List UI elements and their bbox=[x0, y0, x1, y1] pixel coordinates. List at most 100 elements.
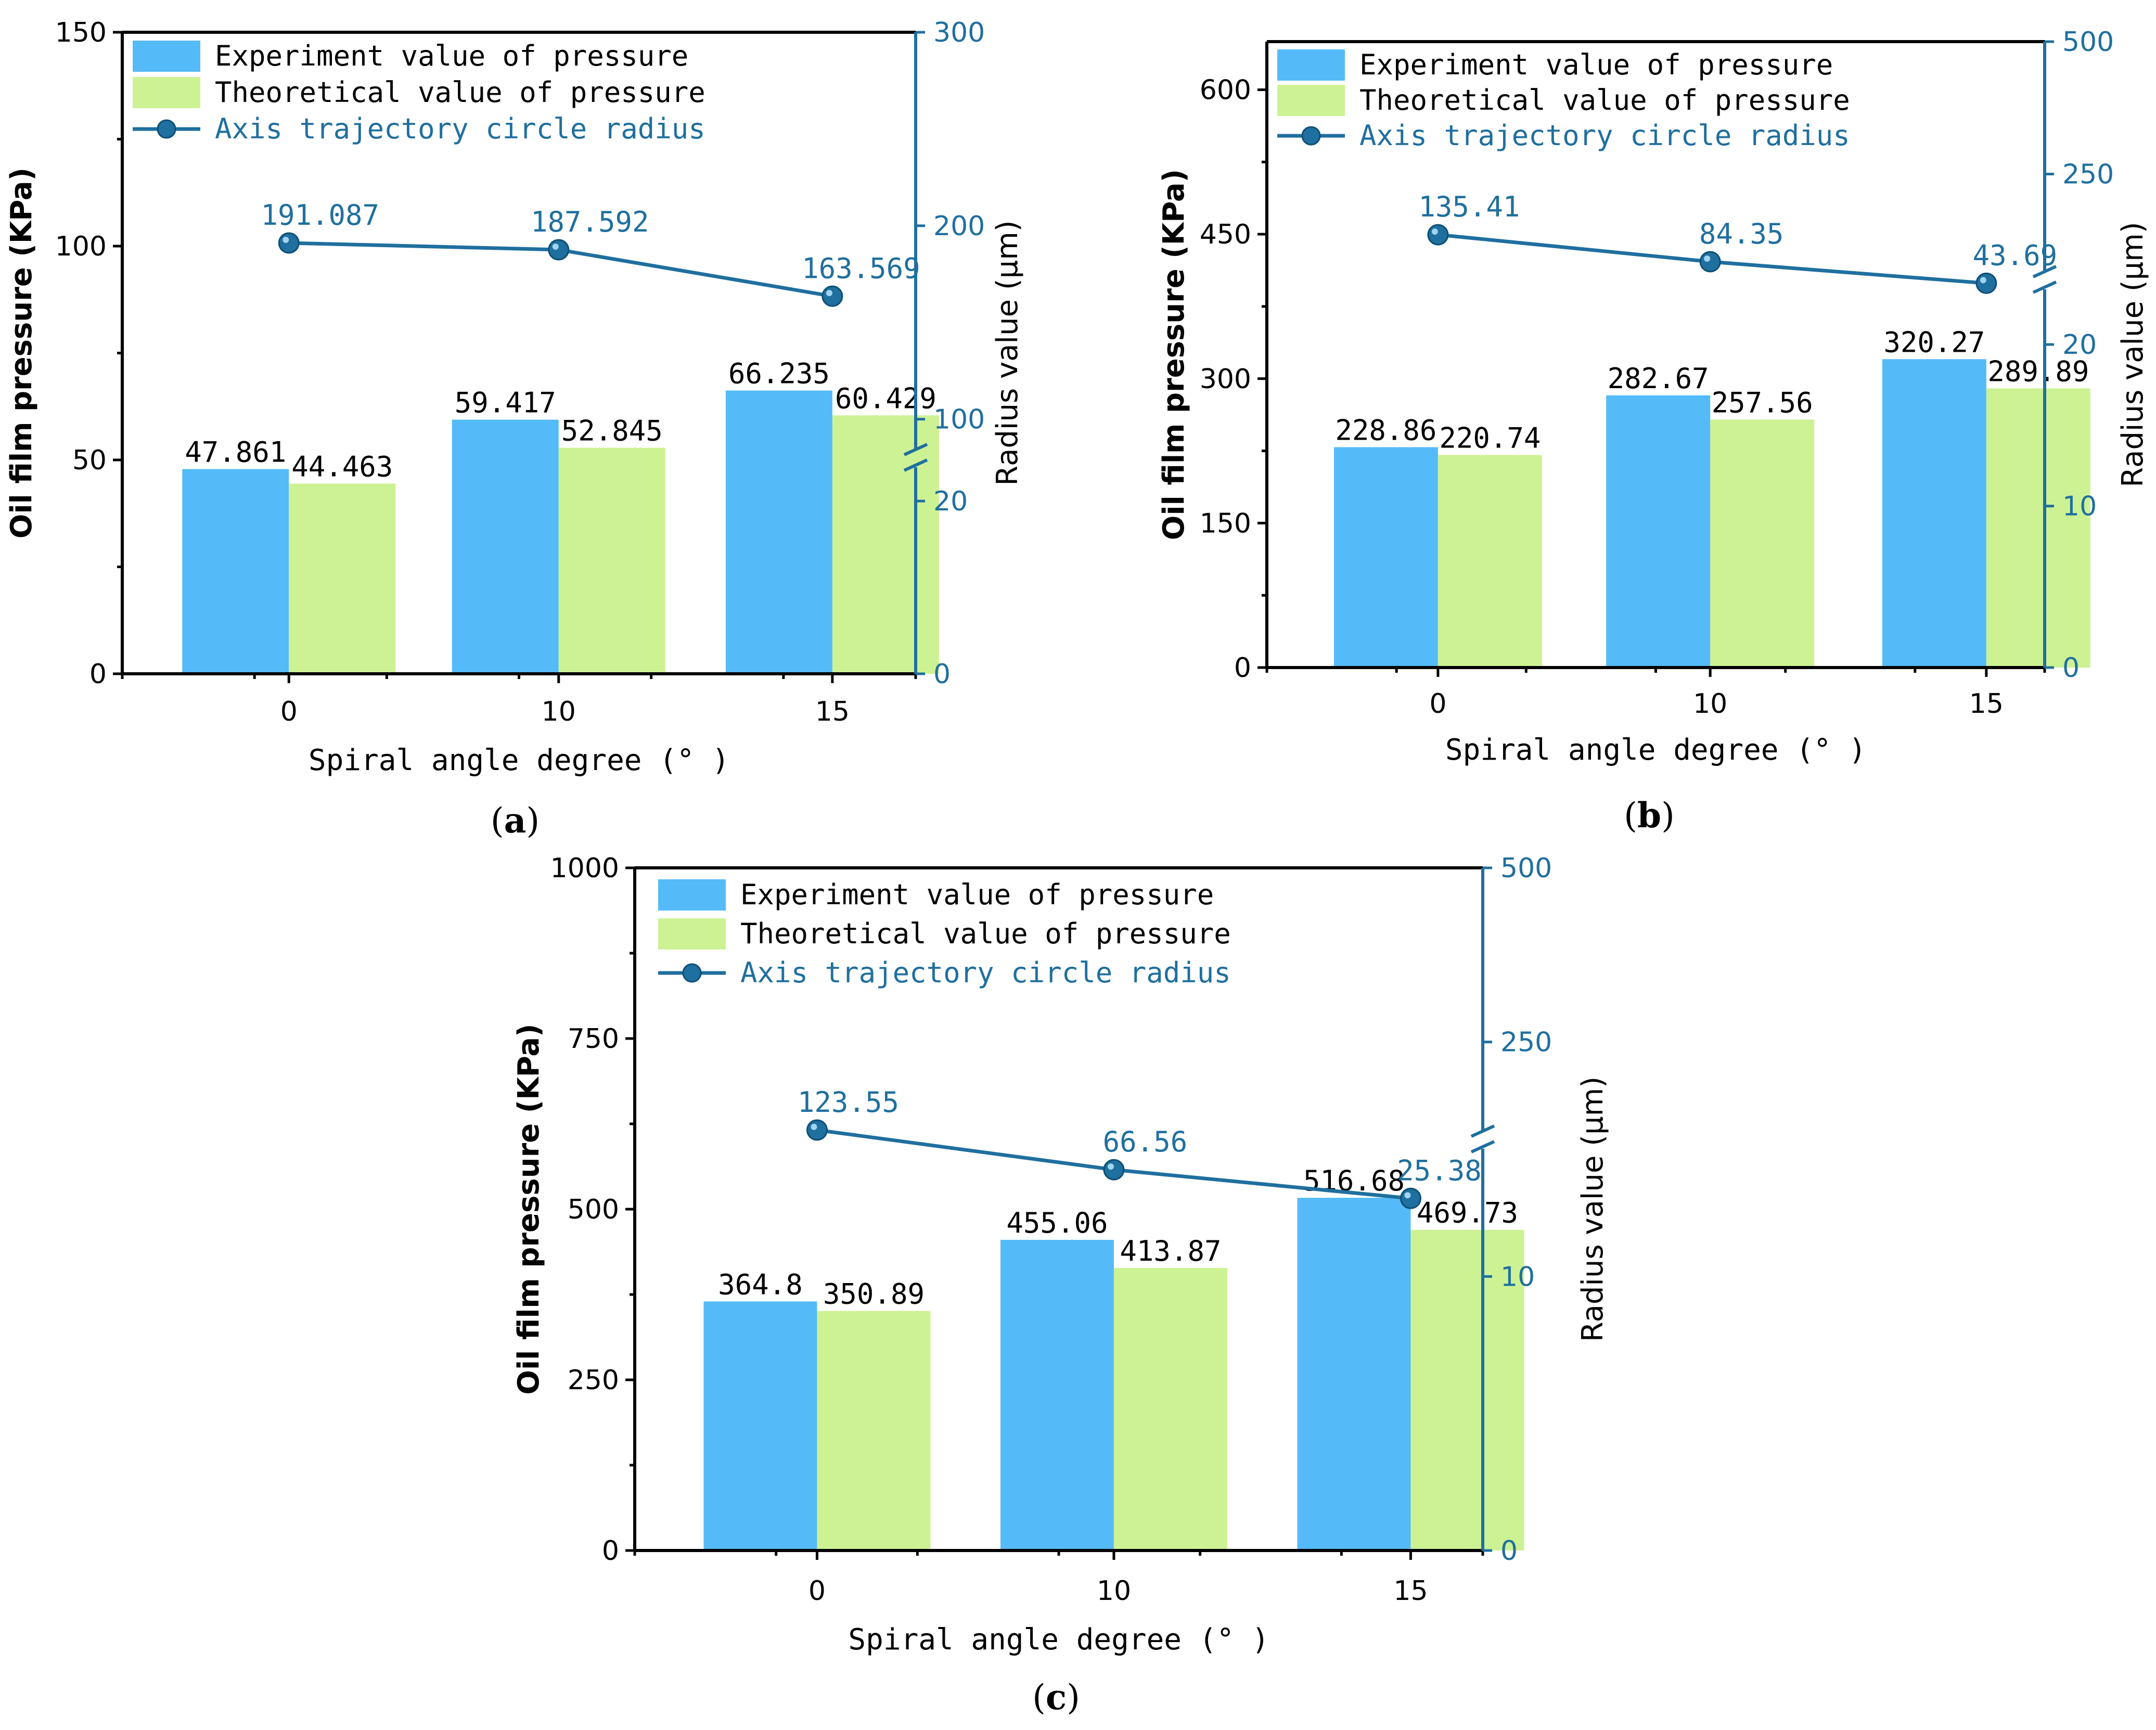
bar-experiment-0 bbox=[1333, 447, 1438, 668]
legend-label-experiment: Experiment value of pressure bbox=[740, 878, 1214, 911]
radius-point-15 bbox=[1975, 272, 1997, 294]
legend-label-theoretical: Theoretical value of pressure bbox=[215, 76, 705, 109]
radius-label-0: 191.087 bbox=[261, 199, 379, 232]
bar-label-experiment-15: 320.27 bbox=[1883, 326, 1985, 358]
bar-theoretical-0 bbox=[289, 483, 396, 674]
panel-label-a: (a) bbox=[491, 800, 540, 841]
y2-tick-label: 100 bbox=[933, 404, 985, 435]
y2-tick-label: 500 bbox=[1500, 853, 1552, 884]
radius-point-highlight bbox=[1431, 228, 1438, 235]
radius-label-0: 135.41 bbox=[1418, 190, 1520, 223]
bar-theoretical-10 bbox=[1710, 419, 1815, 668]
y2-tick-label: 20 bbox=[2062, 329, 2097, 361]
radius-point-0 bbox=[1427, 224, 1449, 246]
bar-experiment-0 bbox=[703, 1301, 817, 1550]
y2-tick-label: 0 bbox=[2062, 652, 2080, 684]
radius-point-10 bbox=[548, 239, 570, 261]
x-axis-title: Spiral angle degree (° ) bbox=[1445, 733, 1866, 767]
x-axis-title: Spiral angle degree (° ) bbox=[848, 1623, 1269, 1657]
legend-label-theoretical: Theoretical value of pressure bbox=[1359, 84, 1850, 117]
bar-label-theoretical-0: 350.89 bbox=[823, 1278, 925, 1311]
legend-label-experiment: Experiment value of pressure bbox=[1359, 48, 1833, 81]
y2-tick-label: 200 bbox=[933, 211, 985, 242]
bar-label-theoretical-0: 44.463 bbox=[291, 451, 393, 483]
radius-point-10 bbox=[1103, 1159, 1125, 1181]
bar-experiment-15 bbox=[1882, 359, 1986, 668]
radius-point-highlight bbox=[552, 243, 559, 250]
bar-theoretical-15 bbox=[1410, 1229, 1524, 1550]
axis-break-mark bbox=[903, 458, 928, 472]
y2-tick-label: 500 bbox=[2062, 27, 2114, 58]
y2-tick-label: 10 bbox=[1500, 1261, 1535, 1292]
legend-label-radius: Axis trajectory circle radius bbox=[215, 112, 705, 145]
bar-experiment-15 bbox=[1297, 1198, 1411, 1550]
x-axis-title: Spiral angle degree (° ) bbox=[309, 744, 729, 777]
x-tick-label-15: 15 bbox=[1969, 688, 2004, 720]
bar-label-experiment-15: 66.235 bbox=[728, 357, 830, 390]
bar-label-experiment-0: 47.861 bbox=[185, 436, 286, 469]
radius-label-10: 66.56 bbox=[1103, 1125, 1188, 1158]
y2-tick-label: 250 bbox=[1500, 1027, 1552, 1058]
panel-label-c: (c) bbox=[1032, 1677, 1080, 1718]
radius-label-15: 25.38 bbox=[1397, 1154, 1482, 1187]
x-tick-label-15: 15 bbox=[1393, 1575, 1428, 1607]
chart-panel-a: 47.861 44.463059.41752.8451066.23560.4291… bbox=[5, 17, 1024, 841]
legend-label-radius: Axis trajectory circle radius bbox=[1359, 119, 1850, 152]
radius-point-15 bbox=[822, 285, 843, 307]
y-tick-label: 100 bbox=[55, 231, 107, 262]
bar-label-theoretical-10: 413.87 bbox=[1120, 1235, 1221, 1267]
y-tick-label: 0 bbox=[1234, 652, 1251, 684]
y-tick-label: 750 bbox=[568, 1023, 619, 1055]
axis-break-mark bbox=[1470, 1140, 1495, 1154]
bar-experiment-10 bbox=[1606, 395, 1711, 668]
legend-swatch-radius-marker bbox=[157, 119, 176, 139]
radius-point-10 bbox=[1699, 251, 1721, 273]
y-tick-label: 150 bbox=[55, 17, 107, 48]
y2-tick-label: 300 bbox=[933, 17, 985, 48]
y-axis-title: Oil film pressure (KPa) bbox=[5, 168, 38, 539]
legend-label-radius: Axis trajectory circle radius bbox=[740, 956, 1231, 989]
radius-label-10: 187.592 bbox=[531, 206, 649, 238]
y-tick-label: 50 bbox=[72, 445, 107, 476]
bar-label-experiment-0: 364.8 bbox=[718, 1268, 803, 1301]
y2-axis-title: Radius value (μm) bbox=[991, 220, 1024, 485]
radius-point-highlight bbox=[1980, 277, 1986, 284]
chart-panel-c: 364.8 350.890455.06413.8710516.68469.7315… bbox=[512, 853, 1610, 1718]
bar-theoretical-15 bbox=[832, 415, 939, 674]
radius-point-15 bbox=[1400, 1187, 1421, 1209]
bar-label-theoretical-15: 60.429 bbox=[835, 382, 936, 415]
y2-tick-label: 20 bbox=[933, 486, 968, 517]
radius-point-highlight bbox=[283, 236, 289, 243]
bar-label-theoretical-0: 220.74 bbox=[1439, 421, 1541, 454]
y-tick-label: 600 bbox=[1200, 75, 1251, 106]
y-tick-label: 450 bbox=[1200, 219, 1251, 250]
bar-label-theoretical-15: 289.89 bbox=[1987, 355, 2089, 388]
axis-break-mark bbox=[1470, 1124, 1495, 1138]
radius-point-highlight bbox=[1107, 1163, 1114, 1170]
radius-label-15: 163.569 bbox=[802, 252, 920, 285]
radius-point-0 bbox=[278, 232, 300, 254]
panel-label-b: (b) bbox=[1624, 795, 1675, 836]
x-tick-label-0: 0 bbox=[808, 1575, 826, 1607]
axis-break-mark bbox=[903, 443, 928, 456]
y2-axis-title: Radius value (μm) bbox=[2116, 222, 2150, 487]
bar-label-theoretical-10: 52.845 bbox=[561, 415, 663, 447]
radius-point-highlight bbox=[811, 1123, 817, 1130]
legend-swatch-radius-marker bbox=[682, 963, 702, 983]
legend-label-experiment: Experiment value of pressure bbox=[215, 40, 688, 72]
bar-label-experiment-10: 282.67 bbox=[1608, 362, 1709, 395]
axis-break-mark bbox=[2032, 280, 2057, 294]
radius-point-highlight bbox=[1404, 1192, 1411, 1199]
y-axis-title: Oil film pressure (KPa) bbox=[1157, 169, 1191, 540]
x-tick-label-0: 0 bbox=[1429, 688, 1446, 720]
axis-break-mark bbox=[2032, 265, 2057, 278]
x-tick-label-15: 15 bbox=[815, 696, 850, 727]
bar-label-experiment-0: 228.86 bbox=[1335, 414, 1436, 446]
legend-swatch-theoretical bbox=[1277, 85, 1345, 116]
radius-label-0: 123.55 bbox=[798, 1086, 899, 1119]
y2-axis-title: Radius value (μm) bbox=[1576, 1077, 1610, 1342]
bar-label-theoretical-15: 469.73 bbox=[1417, 1197, 1518, 1229]
legend-swatch-theoretical bbox=[658, 918, 726, 950]
